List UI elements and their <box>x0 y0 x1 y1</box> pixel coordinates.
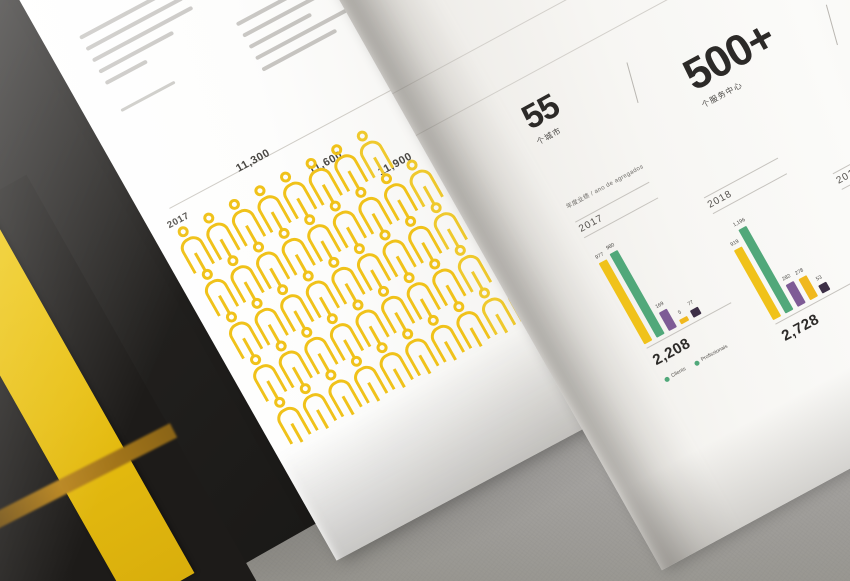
bar: 5 <box>677 309 690 325</box>
bar-group-2018-year: 2018 <box>705 188 735 211</box>
stat-cities: 55 个城市 <box>515 87 571 148</box>
bar-group-2019-year: 2019 <box>834 164 850 187</box>
stat-divider-2 <box>825 4 838 46</box>
bar: 77 <box>687 300 702 318</box>
stat-divider-1 <box>626 62 639 103</box>
bar: 53 <box>815 274 831 294</box>
bar-legend-item: Clients <box>663 366 687 383</box>
